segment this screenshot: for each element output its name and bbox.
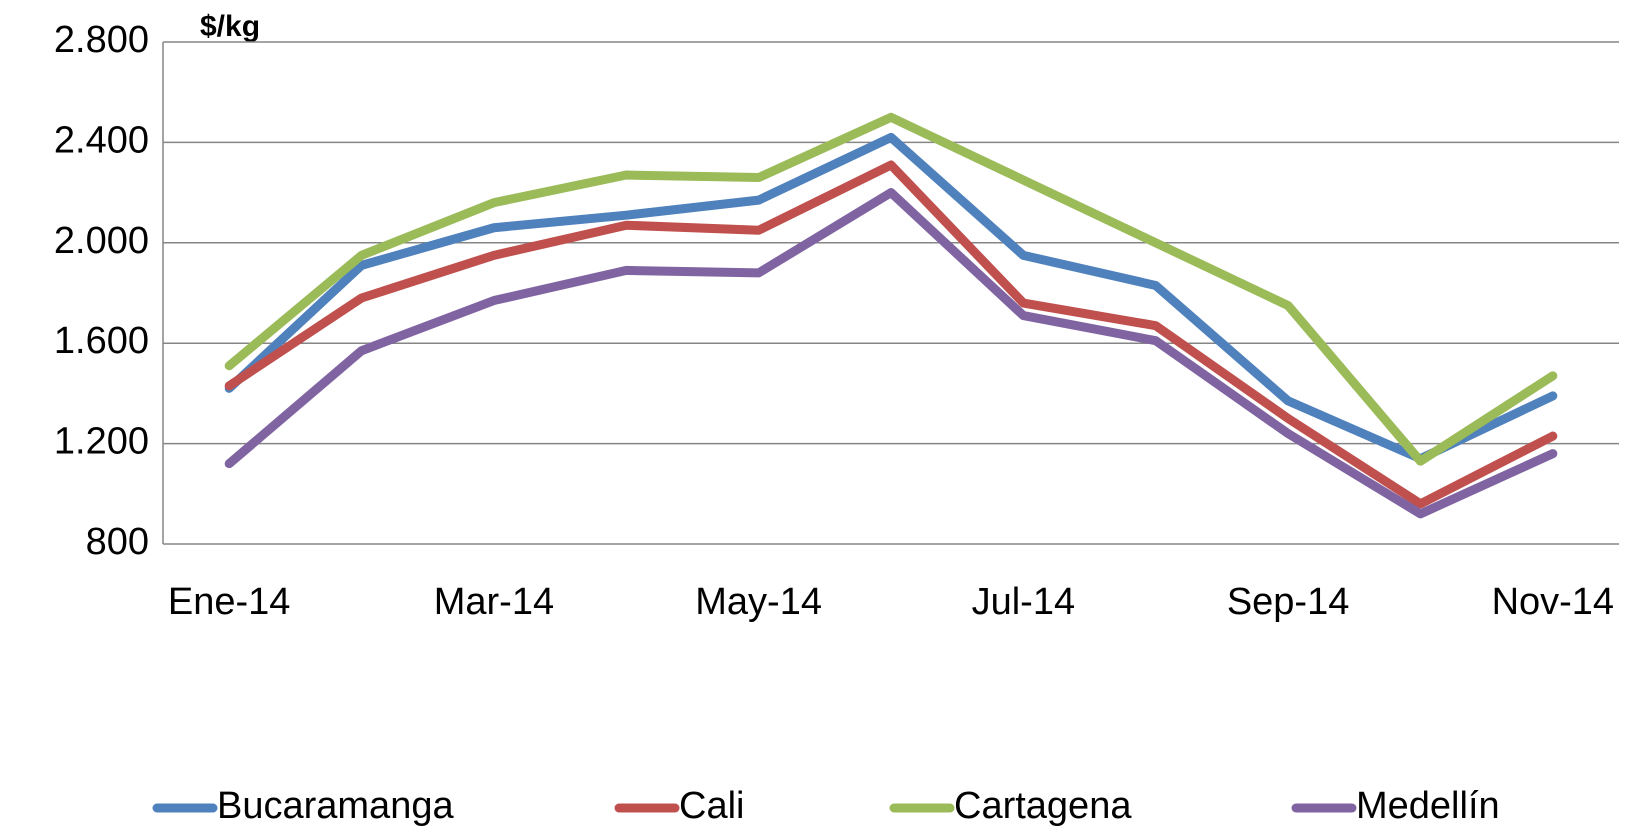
legend-label: Cartagena <box>954 785 1132 827</box>
y-tick-label: 800 <box>86 521 149 563</box>
x-tick-label: Nov-14 <box>1492 581 1615 623</box>
legend-label: Bucaramanga <box>217 785 454 827</box>
series-line <box>224 132 1558 464</box>
x-tick-label: May-14 <box>695 581 822 623</box>
legend-label: Medellín <box>1356 785 1500 827</box>
y-tick-label: 2.400 <box>54 119 149 161</box>
x-tick-label: Jul-14 <box>972 581 1076 623</box>
y-tick-label: 1.200 <box>54 421 149 463</box>
series-line <box>224 188 1558 519</box>
x-tick-label: Mar-14 <box>434 581 554 623</box>
y-tick-label: 2.000 <box>54 220 149 262</box>
legend-label: Cali <box>679 785 744 827</box>
y-tick-label: 2.800 <box>54 19 149 61</box>
x-tick-label: Ene-14 <box>168 581 291 623</box>
x-tick-label: Sep-14 <box>1227 581 1350 623</box>
y-tick-label: 1.600 <box>54 320 149 362</box>
y-axis-label: $/kg <box>200 10 260 43</box>
series-line <box>224 112 1558 466</box>
series-line <box>224 160 1558 509</box>
